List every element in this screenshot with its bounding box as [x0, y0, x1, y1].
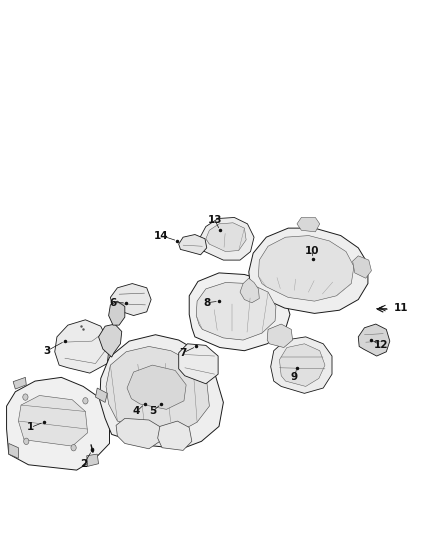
Polygon shape: [127, 365, 186, 409]
Text: 10: 10: [304, 246, 319, 255]
Polygon shape: [267, 324, 293, 348]
Polygon shape: [87, 454, 99, 466]
Polygon shape: [249, 228, 368, 313]
Polygon shape: [109, 301, 125, 325]
Text: 6: 6: [110, 298, 117, 308]
Text: 1: 1: [27, 423, 34, 432]
Text: 4: 4: [133, 407, 140, 416]
Polygon shape: [110, 284, 151, 316]
Polygon shape: [353, 256, 371, 278]
Polygon shape: [18, 395, 88, 446]
Polygon shape: [179, 235, 207, 255]
Polygon shape: [189, 273, 290, 351]
Polygon shape: [271, 337, 332, 393]
Circle shape: [24, 438, 29, 445]
Polygon shape: [99, 324, 122, 357]
Polygon shape: [240, 278, 259, 303]
Polygon shape: [116, 418, 161, 449]
Polygon shape: [279, 344, 325, 386]
Circle shape: [71, 445, 76, 451]
Polygon shape: [100, 335, 223, 449]
Circle shape: [23, 394, 28, 400]
Text: 5: 5: [149, 407, 156, 416]
Polygon shape: [206, 223, 246, 252]
Text: 12: 12: [374, 341, 389, 350]
Text: 13: 13: [207, 215, 222, 224]
Polygon shape: [258, 236, 354, 301]
Polygon shape: [13, 377, 26, 389]
Polygon shape: [297, 217, 320, 232]
Polygon shape: [179, 344, 218, 384]
Polygon shape: [158, 421, 192, 450]
Text: 9: 9: [291, 373, 298, 382]
Polygon shape: [9, 443, 18, 458]
Text: 2: 2: [81, 459, 88, 469]
Polygon shape: [106, 346, 209, 432]
Polygon shape: [199, 217, 254, 260]
Polygon shape: [196, 282, 276, 340]
Polygon shape: [7, 377, 109, 470]
Polygon shape: [95, 388, 107, 402]
Circle shape: [83, 398, 88, 404]
Text: 3: 3: [44, 346, 51, 356]
Polygon shape: [55, 320, 110, 373]
Text: 14: 14: [154, 231, 169, 240]
Polygon shape: [358, 324, 390, 356]
Text: 11: 11: [393, 303, 408, 313]
Text: 7: 7: [180, 348, 187, 358]
Text: 8: 8: [203, 298, 210, 308]
